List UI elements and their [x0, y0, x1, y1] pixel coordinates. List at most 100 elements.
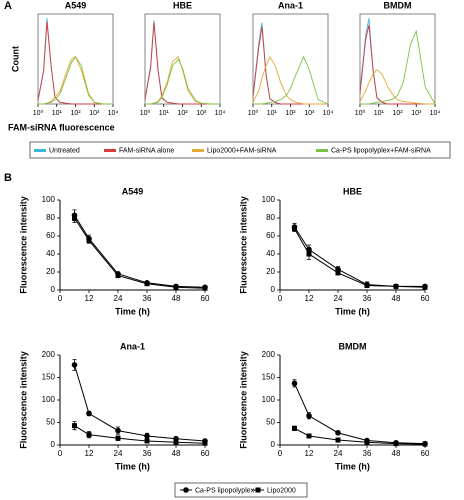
marker [364, 439, 370, 445]
legend-label: Untreated [49, 147, 80, 154]
marker [364, 283, 370, 288]
chart-title: BMDM [384, 0, 412, 10]
y-tick-label: 100 [262, 395, 276, 404]
x-tick-label: 24 [114, 449, 123, 458]
x-axis-label: Time (h) [335, 306, 370, 316]
marker [144, 438, 150, 444]
legend-swatch [192, 149, 204, 152]
marker [115, 273, 121, 279]
x-tick-label: 10⁴ [215, 110, 226, 117]
x-tick-label: 10¹ [374, 110, 385, 117]
chart-title: HBE [173, 0, 192, 10]
series-line [294, 228, 426, 288]
histogram-curve [37, 21, 113, 105]
histogram-curve [252, 26, 328, 105]
legend-label: Lipo2000 [267, 487, 296, 494]
x-tick-label: 60 [421, 449, 430, 458]
y-tick-label: 100 [42, 195, 56, 204]
x-tick-label: 12 [85, 294, 94, 303]
marker [306, 412, 312, 419]
y-tick-label: 200 [42, 350, 56, 359]
series-line [294, 427, 426, 445]
y-tick-label: 80 [266, 213, 275, 222]
x-axis-label: Time (h) [115, 306, 150, 316]
histogram-curve [144, 19, 220, 105]
x-tick-label: 10³ [304, 110, 315, 117]
x-tick-label: 10⁴ [323, 110, 334, 117]
x-tick-label: 12 [305, 294, 314, 303]
marker [292, 425, 297, 431]
y-tick-label: 50 [266, 418, 275, 427]
histogram-curve [145, 58, 220, 105]
marker [115, 435, 121, 441]
marker [255, 487, 261, 493]
x-tick-label: 60 [421, 294, 430, 303]
series-line [294, 383, 426, 445]
x-tick-label: 10² [392, 110, 403, 117]
marker [144, 433, 150, 439]
plot-frame [37, 13, 114, 105]
histogram-curve [145, 56, 220, 105]
x-tick-label: 10¹ [52, 110, 63, 117]
x-tick-label: 60 [201, 449, 210, 458]
y-tick-label: 60 [266, 231, 275, 240]
x-tick-label: 10⁴ [430, 110, 441, 117]
x-tick-label: 48 [392, 449, 401, 458]
x-tick-label: 10¹ [267, 110, 278, 117]
y-tick-label: 0 [271, 285, 276, 294]
marker [422, 441, 428, 447]
y-tick-label: 40 [266, 249, 275, 258]
histogram-curve [360, 29, 436, 105]
histogram-curve [253, 55, 329, 105]
marker [422, 284, 428, 290]
marker [71, 362, 78, 368]
legend-label: Ca-PS lipopolyplex [195, 487, 255, 494]
legend-swatch [316, 149, 328, 152]
y-tick-label: 20 [266, 267, 275, 276]
chart-title: Ana-1 [278, 0, 303, 10]
marker [306, 251, 312, 257]
x-tick-label: 10² [177, 110, 188, 117]
x-tick-label: 10³ [411, 110, 422, 117]
y-tick-label: 200 [262, 350, 276, 359]
chart-title: A549 [65, 0, 87, 10]
panel-label: B [4, 172, 12, 184]
legend-label: Ca-PS lipopolyplex+FAM-siRNA [331, 147, 431, 154]
histogram-curve [359, 69, 435, 105]
chart-title: HBE [343, 186, 362, 196]
histogram-curve [37, 18, 113, 105]
marker [291, 380, 298, 387]
y-axis-label: Fluorescence intensity [238, 351, 248, 449]
series-line [74, 217, 206, 289]
x-tick-label: 10⁴ [108, 110, 119, 117]
legend-box [174, 482, 308, 498]
marker [86, 238, 92, 243]
x-tick-label: 12 [85, 449, 94, 458]
y-tick-label: 80 [46, 213, 55, 222]
marker [173, 439, 179, 445]
marker [202, 285, 208, 291]
x-tick-label: 10⁰ [248, 109, 259, 117]
y-axis-label: Fluorescence intensity [18, 196, 28, 294]
x-tick-label: 48 [392, 294, 401, 303]
x-tick-label: 10¹ [159, 110, 170, 117]
legend-swatch [34, 149, 46, 152]
panel-label: A [4, 0, 12, 12]
y-tick-label: 150 [262, 373, 276, 382]
marker [393, 441, 399, 447]
marker [292, 226, 297, 232]
marker [72, 215, 77, 221]
x-axis-label: Time (h) [335, 461, 370, 471]
legend-label: FAM-siRNA alone [119, 147, 174, 154]
marker [335, 437, 341, 443]
y-tick-label: 0 [51, 285, 56, 294]
y-axis-label: Fluorescence intensity [18, 351, 28, 449]
chart-title: A549 [122, 186, 144, 196]
x-tick-label: 36 [143, 449, 152, 458]
histogram-curve [359, 25, 435, 105]
marker [183, 487, 189, 493]
y-tick-label: 150 [42, 373, 56, 382]
marker [173, 284, 179, 290]
marker [335, 430, 341, 436]
